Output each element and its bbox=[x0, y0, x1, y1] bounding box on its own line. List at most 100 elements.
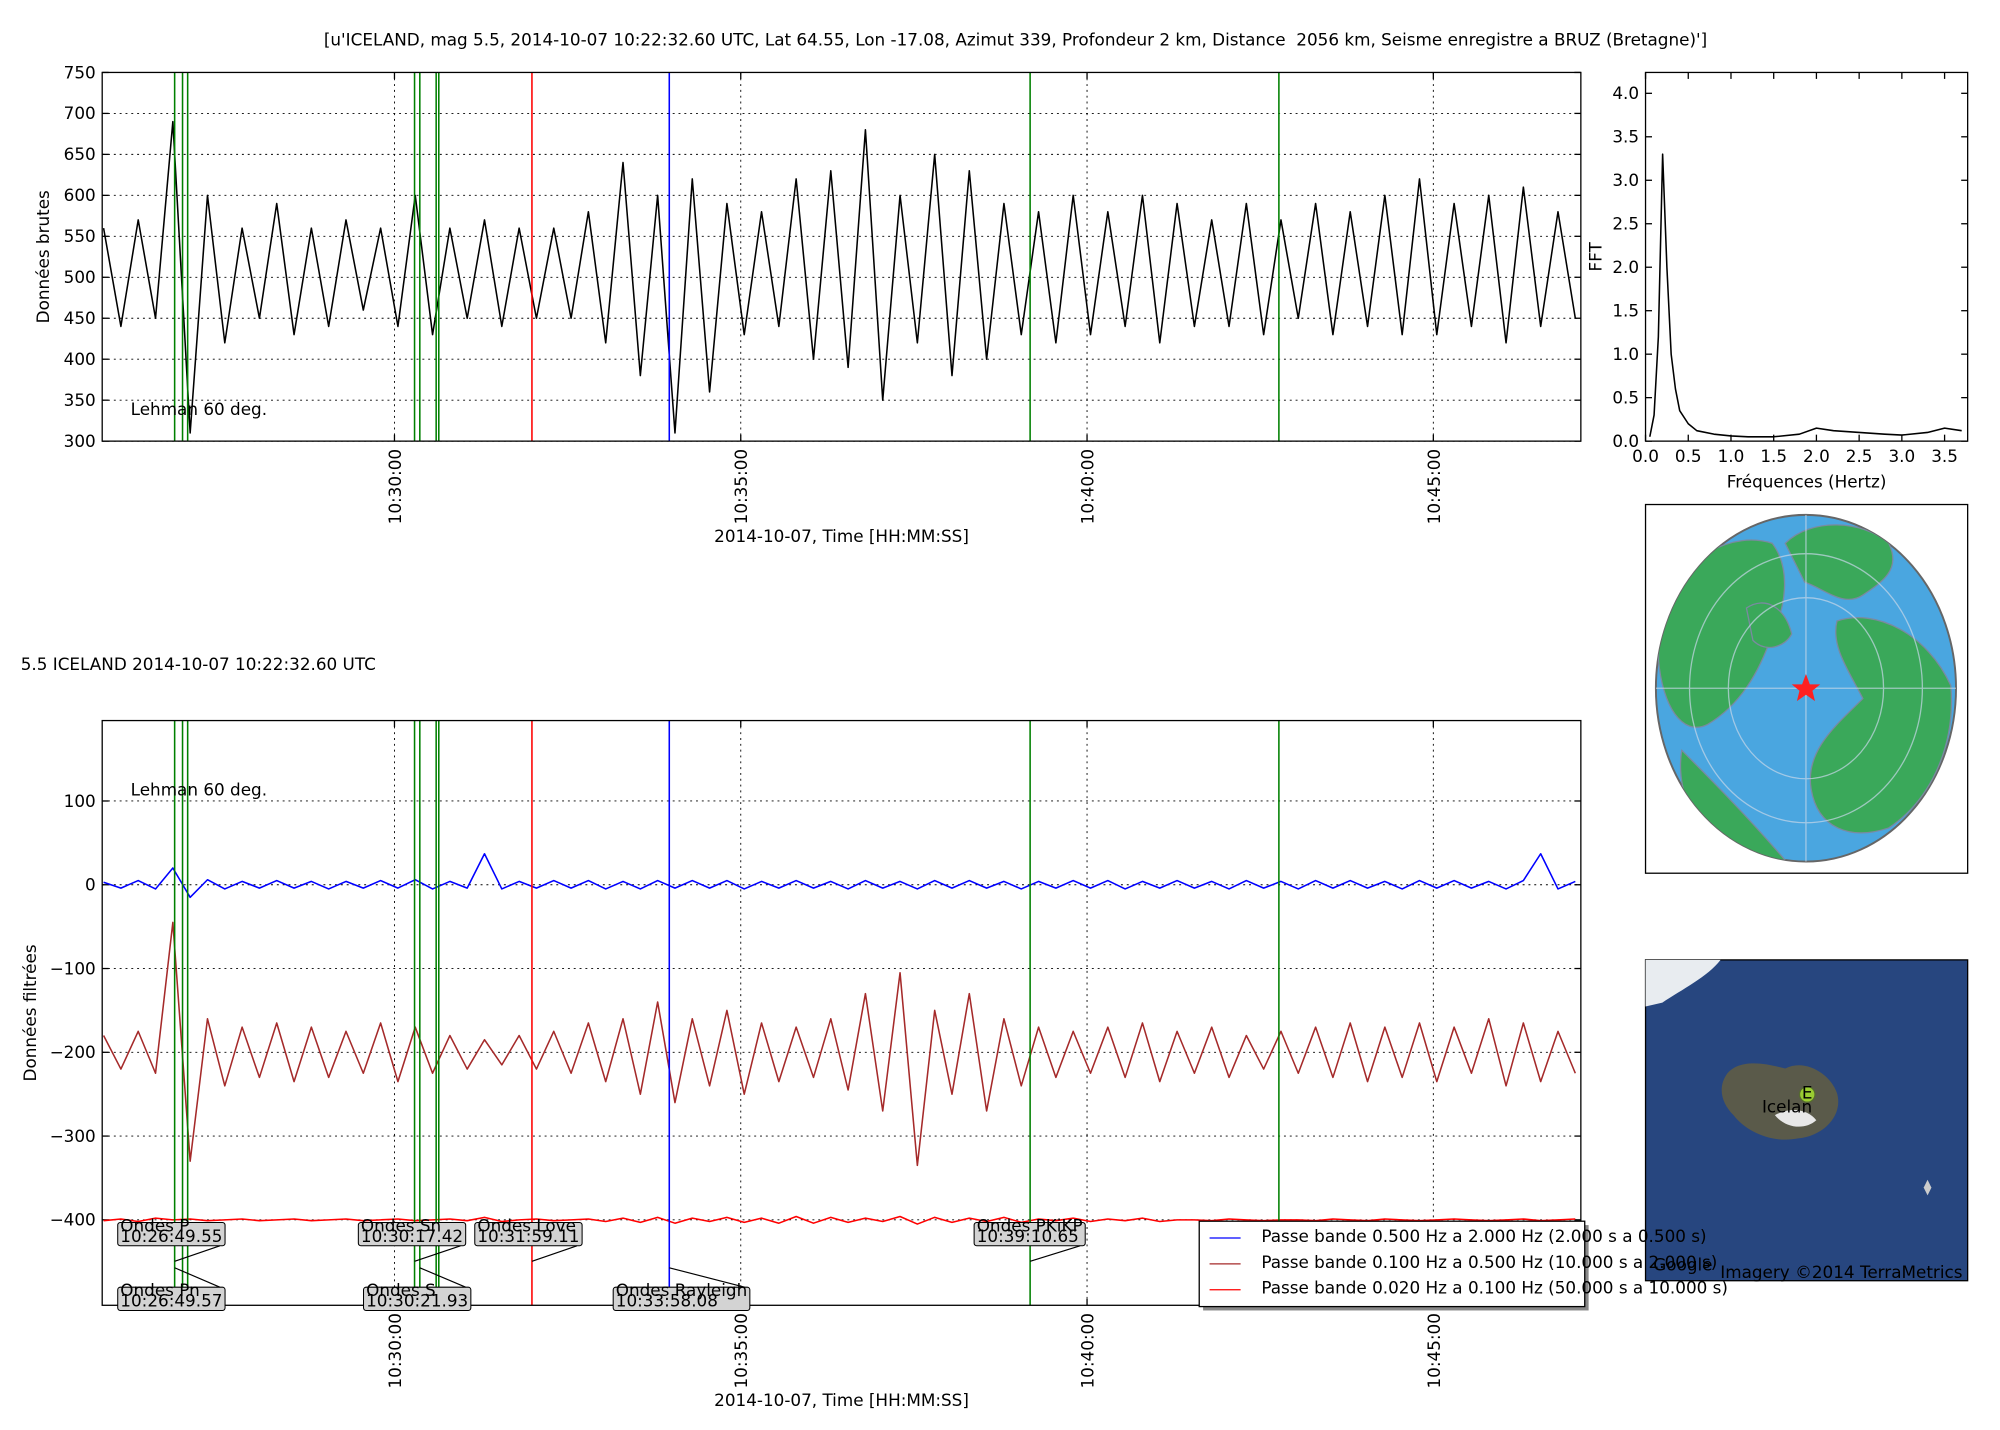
annotation: Lehman 60 deg. bbox=[131, 780, 267, 800]
phase-label-box bbox=[363, 1286, 472, 1311]
y-axis-label: Données brutes bbox=[33, 190, 53, 323]
x-tick-label: 10:35:00 bbox=[731, 449, 751, 524]
y-tick-label: 2.5 bbox=[1612, 214, 1639, 234]
x-tick-label: 1.5 bbox=[1760, 446, 1787, 466]
y-tick-label: −100 bbox=[50, 958, 96, 978]
map-label: Icelan bbox=[1762, 1097, 1812, 1117]
y-tick-label: 3.5 bbox=[1612, 127, 1639, 147]
x-tick-label: 10:35:00 bbox=[731, 1313, 751, 1388]
trace bbox=[102, 120, 1577, 434]
y-tick-label: 3.0 bbox=[1612, 170, 1639, 190]
phase-label-box bbox=[474, 1221, 583, 1247]
phase-label-name: Ondes Rayleigh bbox=[616, 1280, 747, 1300]
y-tick-label: −200 bbox=[50, 1042, 96, 1062]
phase-label-time: 10:39:10.65 bbox=[977, 1226, 1079, 1246]
y-tick-label: 100 bbox=[64, 791, 96, 811]
phase-label-box bbox=[357, 1221, 467, 1247]
y-tick-label: 450 bbox=[64, 308, 96, 328]
x-tick-label: 10:30:00 bbox=[385, 449, 405, 524]
y-axis-label: Données filtrées bbox=[20, 944, 40, 1081]
y-tick-label: 0.5 bbox=[1612, 387, 1639, 407]
traces bbox=[102, 120, 1577, 434]
trace bbox=[103, 1215, 1576, 1225]
phase-label-arrow bbox=[1029, 1245, 1081, 1262]
x-tick-label: 3.0 bbox=[1889, 446, 1916, 466]
x-tick-label: 10:40:00 bbox=[1078, 1313, 1098, 1388]
legend-label: Passe bande 0.500 Hz a 2.000 Hz (2.000 s… bbox=[1261, 1226, 1706, 1246]
y-tick-label: 500 bbox=[64, 267, 96, 287]
phase-label-name: Ondes Pn bbox=[120, 1280, 199, 1300]
trace bbox=[1649, 153, 1962, 438]
y-tick-label: −400 bbox=[50, 1210, 96, 1230]
phase-label-arrow bbox=[174, 1245, 221, 1262]
phase-label-name: Ondes P bbox=[120, 1216, 189, 1236]
x-tick-label: 10:30:00 bbox=[385, 1313, 405, 1388]
x-tick-label: 10:45:00 bbox=[1424, 1313, 1444, 1388]
phase-label-box bbox=[117, 1221, 226, 1247]
plot-area bbox=[1645, 72, 1968, 442]
y-tick-label: 1.0 bbox=[1612, 344, 1639, 364]
phase-label-time: 10:33:58.08 bbox=[616, 1291, 718, 1311]
x-axis-label: 2014-10-07, Time [HH:MM:SS] bbox=[714, 526, 969, 546]
trace bbox=[102, 921, 1577, 1167]
x-tick-label: 1.0 bbox=[1718, 446, 1745, 466]
y-axis-label: FFT bbox=[1586, 241, 1606, 271]
chart-title: [u'ICELAND, mag 5.5, 2014-10-07 10:22:32… bbox=[324, 29, 1707, 49]
globe-map bbox=[1644, 503, 1969, 874]
phase-label-arrow bbox=[669, 1267, 745, 1288]
phase-label-time: 10:26:49.57 bbox=[120, 1291, 222, 1311]
phase-label: Ondes P10:26:49.55 bbox=[117, 1216, 226, 1262]
x-tick-label: 10:45:00 bbox=[1424, 449, 1444, 524]
x-tick-label: 0.0 bbox=[1632, 446, 1659, 466]
phase-label-arrow bbox=[414, 1245, 461, 1262]
phase-label-time: 10:31:59.11 bbox=[477, 1226, 579, 1246]
phase-label-box bbox=[612, 1286, 751, 1311]
traces bbox=[1649, 153, 1962, 438]
y-tick-label: 0 bbox=[85, 875, 96, 895]
map-brand: Google bbox=[1653, 1254, 1712, 1274]
plot-area bbox=[102, 72, 1581, 442]
y-tick-label: 4.0 bbox=[1612, 83, 1639, 103]
chart-title: 5.5 ICELAND 2014-10-07 10:22:32.60 UTC bbox=[21, 654, 376, 674]
phase-label-name: Ondes S bbox=[366, 1280, 436, 1300]
phase-label-arrow bbox=[419, 1267, 466, 1288]
x-tick-label: 0.5 bbox=[1675, 446, 1702, 466]
y-tick-label: 400 bbox=[64, 349, 96, 369]
legend-box bbox=[1198, 1220, 1586, 1308]
x-axis-label: 2014-10-07, Time [HH:MM:SS] bbox=[714, 1390, 969, 1410]
phase-label-time: 10:30:17.42 bbox=[361, 1226, 463, 1246]
x-tick-label: 2.5 bbox=[1846, 446, 1873, 466]
y-tick-label: 1.5 bbox=[1612, 301, 1639, 321]
x-axis-label: Fréquences (Hertz) bbox=[1727, 472, 1887, 492]
legend: Passe bande 0.500 Hz a 2.000 Hz (2.000 s… bbox=[1198, 1220, 1728, 1311]
y-tick-label: 700 bbox=[64, 103, 96, 123]
y-tick-label: 2.0 bbox=[1612, 257, 1639, 277]
map-pin: E bbox=[1802, 1082, 1813, 1102]
satellite-map: E Icelan Google Imagery ©2014 TerraMetri… bbox=[1644, 959, 1969, 1282]
plot-area bbox=[102, 720, 1581, 1306]
annotation: Lehman 60 deg. bbox=[131, 399, 267, 419]
plot-frame bbox=[1644, 71, 1969, 442]
x-tick-label: 3.5 bbox=[1931, 446, 1958, 466]
x-tick-label: 2.0 bbox=[1803, 446, 1830, 466]
y-tick-label: 600 bbox=[64, 185, 96, 205]
plot-frame bbox=[101, 719, 1582, 1306]
trace bbox=[103, 852, 1576, 899]
phase-label-box bbox=[973, 1221, 1086, 1247]
y-tick-label: −300 bbox=[50, 1126, 96, 1146]
plot-frame bbox=[101, 71, 1582, 442]
phase-label-name: Ondes Sn bbox=[361, 1216, 441, 1236]
x-tick-label: 10:40:00 bbox=[1078, 449, 1098, 524]
legend-label: Passe bande 0.020 Hz a 0.100 Hz (50.000 … bbox=[1261, 1278, 1728, 1298]
phase-label-arrow bbox=[174, 1267, 221, 1288]
phase-label-name: Ondes Love bbox=[477, 1216, 576, 1236]
phase-label-time: 10:26:49.55 bbox=[120, 1226, 222, 1246]
y-tick-label: 750 bbox=[64, 62, 96, 82]
